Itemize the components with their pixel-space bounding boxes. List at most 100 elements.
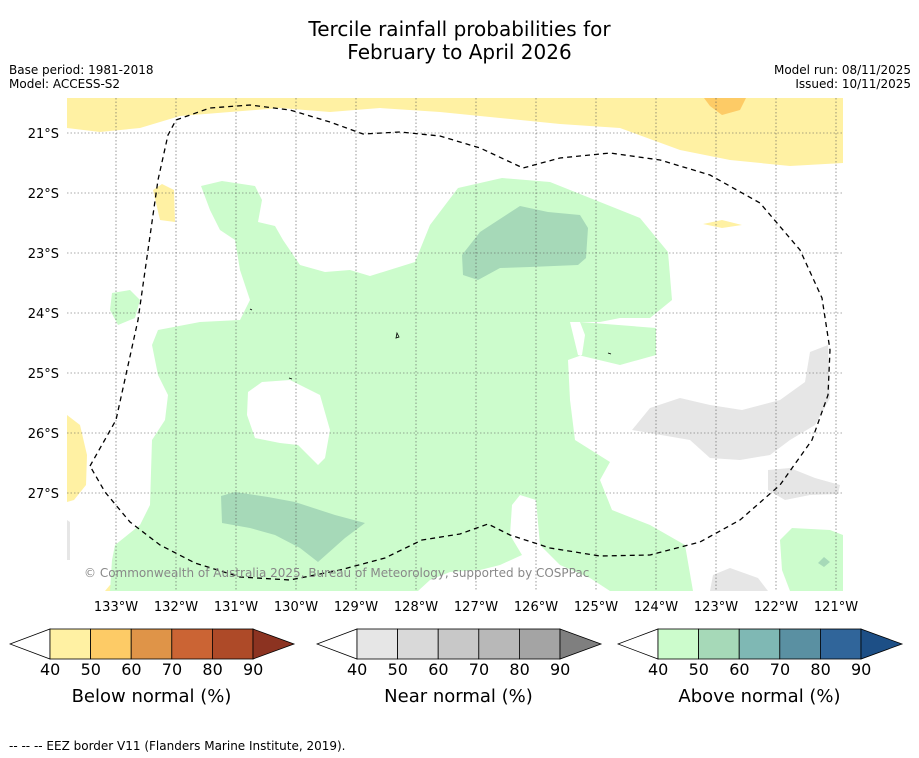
above-normal-50-patch-north — [462, 206, 588, 280]
lat-label: 26°S — [28, 427, 59, 442]
below-normal-swatch — [211, 628, 254, 660]
near-normal-tick-label: 70 — [468, 660, 490, 679]
below-normal-swatch — [171, 628, 213, 660]
lat-label: 27°S — [28, 487, 59, 502]
above-normal-colorbar-label: Above normal (%) — [678, 686, 841, 707]
near-normal-over-arrow — [559, 628, 603, 660]
above-normal-tick-label: 80 — [810, 660, 831, 679]
near-normal-patch-se — [768, 468, 840, 500]
map-title: Tercile rainfall probabilities for Febru… — [0, 18, 919, 64]
near-normal-swatch — [397, 628, 439, 660]
lon-label: 123°W — [694, 600, 738, 615]
lat-label: 23°S — [28, 247, 59, 262]
below-normal-band-north — [67, 98, 843, 166]
eez-border — [89, 104, 831, 581]
above-normal-swatch — [738, 628, 781, 660]
near-normal-swatch — [518, 628, 561, 660]
meta-right: Model run: 08/11/2025 Issued: 10/11/2025 — [774, 63, 911, 91]
lat-label: 21°S — [28, 127, 59, 142]
below-normal-over-arrow — [252, 628, 296, 660]
above-normal-tick-label: 70 — [769, 660, 791, 679]
lat-label: 22°S — [28, 187, 59, 202]
near-normal-colorbar — [316, 628, 603, 660]
copyright-text: © Commonwealth of Australia 2025, Bureau… — [84, 566, 589, 580]
title-line-1: Tercile rainfall probabilities for — [308, 17, 611, 41]
above-normal-tick-label: 40 — [648, 660, 669, 679]
above-normal-main-region — [110, 178, 693, 591]
near-normal-patch-east — [632, 345, 830, 460]
map-fills — [67, 98, 843, 591]
above-normal-under-arrow — [617, 628, 659, 660]
below-normal-colorbar-label: Below normal (%) — [71, 686, 232, 707]
near-normal-tick-label: 60 — [428, 660, 449, 679]
near-normal-tick-label: 40 — [347, 660, 368, 679]
above-normal-patch-west — [110, 290, 140, 325]
below-normal-swatch — [90, 628, 132, 660]
below-normal-patch-east — [703, 220, 742, 228]
above-normal-over-arrow — [860, 628, 904, 660]
lon-label: 125°W — [574, 600, 618, 615]
lon-label: 130°W — [274, 600, 318, 615]
above-normal-swatch — [779, 628, 821, 660]
above-normal-colorbar — [617, 628, 904, 660]
speck-mark — [607, 352, 612, 355]
above-normal-tick-label: 60 — [729, 660, 750, 679]
below-normal-tick-label: 90 — [243, 660, 264, 679]
below-normal-colorbar — [9, 628, 296, 660]
lon-label: 133°W — [94, 600, 138, 615]
model-run: Model run: 08/11/2025 — [773, 63, 911, 77]
latitude-labels: 21°S 22°S 23°S 24°S 25°S 26°S 27°S — [28, 127, 59, 502]
lon-label: 128°W — [394, 600, 438, 615]
below-normal-under-arrow — [9, 628, 51, 660]
above-normal-50-patch-south — [221, 492, 365, 562]
meta-left: Base period: 1981-2018 Model: ACCESS-S2 — [9, 63, 154, 91]
gridlines — [67, 98, 843, 591]
longitude-labels: 133°W 132°W 131°W 130°W 129°W 128°W 127°W 126°W… — [94, 600, 858, 615]
below-normal-tick-label: 70 — [161, 660, 183, 679]
base-period: Base period: 1981-2018 — [9, 63, 154, 77]
lon-label: 121°W — [814, 600, 858, 615]
near-normal-swatch — [437, 628, 480, 660]
below-normal-tick-label: 40 — [40, 660, 61, 679]
eez-footnote: -- -- -- EEZ border V11 (Flanders Marine… — [9, 739, 346, 753]
below-normal-patch-sw — [67, 415, 87, 502]
above-normal-swatch — [819, 628, 862, 660]
below-normal-patch-ne — [704, 98, 746, 115]
lat-label: 25°S — [28, 367, 59, 382]
speck-mark — [395, 331, 400, 339]
near-normal-swatch — [478, 628, 520, 660]
near-normal-patch-south — [710, 568, 768, 591]
near-normal-colorbar-label: Near normal (%) — [384, 686, 533, 707]
speck-mark — [249, 308, 253, 311]
near-normal-tick-label: 50 — [387, 660, 408, 679]
lon-label: 127°W — [454, 600, 498, 615]
near-normal-tick-label: 80 — [509, 660, 530, 679]
below-normal-swatch — [130, 628, 173, 660]
below-normal-tick-label: 60 — [121, 660, 142, 679]
below-normal-tick-label: 80 — [202, 660, 223, 679]
below-normal-tick-label: 50 — [80, 660, 101, 679]
issued-date: Issued: 10/11/2025 — [795, 77, 911, 91]
lon-label: 131°W — [214, 600, 258, 615]
speck-mark — [288, 377, 293, 380]
above-normal-swatch — [657, 628, 699, 660]
below-normal-patch-west — [153, 184, 175, 222]
lat-label: 24°S — [28, 307, 59, 322]
near-normal-swatch — [356, 628, 398, 660]
lon-label: 122°W — [754, 600, 798, 615]
lon-label: 129°W — [334, 600, 378, 615]
near-normal-under-arrow — [316, 628, 358, 660]
near-normal-patch-w — [67, 520, 70, 560]
above-normal-50-patch-se — [818, 557, 830, 567]
lon-label: 124°W — [634, 600, 678, 615]
lon-label: 132°W — [154, 600, 198, 615]
title-line-2: February to April 2026 — [347, 40, 572, 64]
above-normal-tick-label: 50 — [688, 660, 709, 679]
above-normal-tick-label: 90 — [851, 660, 872, 679]
model-name: Model: ACCESS-S2 — [9, 77, 121, 91]
above-normal-swatch — [698, 628, 740, 660]
below-normal-swatch — [49, 628, 91, 660]
lon-label: 126°W — [514, 600, 558, 615]
above-normal-patch-se — [780, 528, 843, 591]
